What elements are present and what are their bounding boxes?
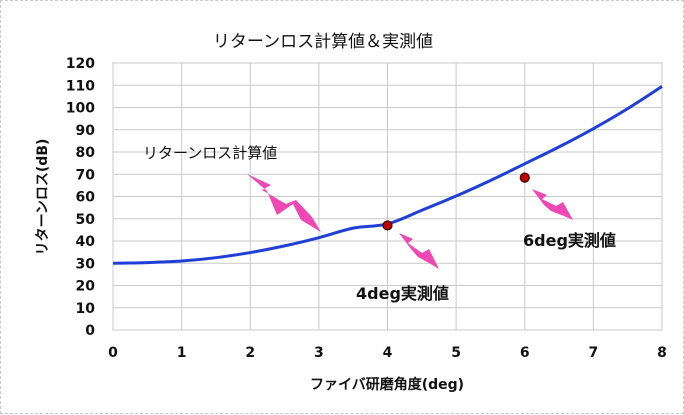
x-tick-label: 4 — [383, 345, 393, 361]
y-tick-label: 80 — [76, 145, 96, 161]
y-tick-label: 0 — [85, 323, 95, 339]
annotation-label-calc: リターンロス計算値 — [143, 144, 277, 162]
annotation-arrow-calc — [247, 174, 321, 232]
annotation-label-6deg: 6deg実測値 — [523, 231, 616, 250]
grid — [112, 62, 663, 331]
x-axis-label: ファイバ研磨角度(deg) — [310, 376, 464, 393]
x-tick-label: 7 — [589, 345, 599, 361]
y-axis-ticks: 0 10 20 30 40 50 60 70 80 90 100 110 120 — [66, 56, 95, 339]
y-tick-label: 70 — [76, 167, 96, 183]
series-layer — [112, 85, 663, 265]
x-tick-label: 8 — [657, 345, 667, 361]
annotation-label-4deg: 4deg実測値 — [356, 284, 449, 303]
x-tick-label: 2 — [245, 345, 255, 361]
y-tick-label: 110 — [66, 78, 95, 94]
annotation-arrow-4deg — [399, 233, 439, 269]
y-tick-label: 30 — [76, 256, 96, 272]
x-tick-label: 0 — [108, 345, 118, 361]
x-tick-label: 3 — [314, 345, 324, 361]
y-tick-label: 10 — [76, 301, 96, 317]
y-axis-label: リターンロス(dB) — [35, 139, 51, 256]
x-tick-label: 6 — [520, 345, 530, 361]
y-tick-label: 90 — [76, 123, 96, 139]
y-tick-label: 120 — [66, 56, 95, 72]
y-tick-label: 40 — [76, 234, 96, 250]
y-tick-label: 60 — [76, 190, 96, 206]
y-tick-label: 20 — [76, 279, 96, 295]
x-axis-ticks: 0 1 2 3 4 5 6 7 8 — [108, 345, 667, 361]
y-tick-label: 50 — [76, 212, 96, 228]
measured-point — [382, 220, 393, 231]
x-tick-label: 5 — [451, 345, 461, 361]
annotation-arrow-6deg — [532, 189, 573, 220]
chart-title: リターンロス計算値＆実測値 — [213, 32, 433, 52]
measured-point — [519, 172, 530, 183]
y-tick-label: 100 — [66, 101, 95, 117]
x-tick-label: 1 — [177, 345, 187, 361]
